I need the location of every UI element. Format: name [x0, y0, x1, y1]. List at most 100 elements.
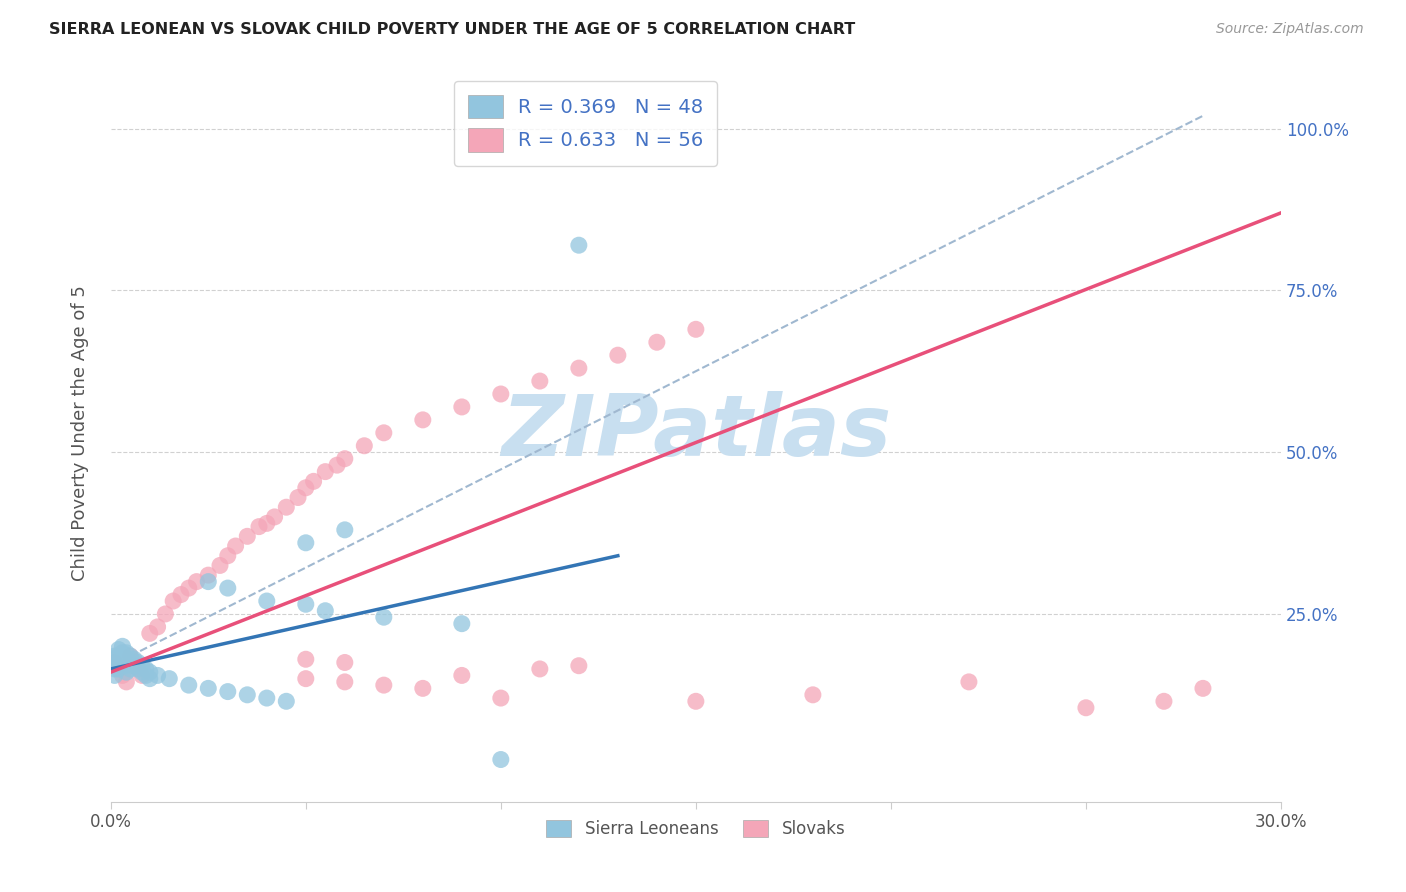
Point — [957, 674, 980, 689]
Point — [177, 678, 200, 692]
Point — [1192, 681, 1215, 696]
Point — [111, 668, 134, 682]
Point — [314, 465, 336, 479]
Point — [314, 604, 336, 618]
Text: SIERRA LEONEAN VS SLOVAK CHILD POVERTY UNDER THE AGE OF 5 CORRELATION CHART: SIERRA LEONEAN VS SLOVAK CHILD POVERTY U… — [49, 22, 855, 37]
Point — [450, 668, 472, 682]
Point — [302, 475, 325, 489]
Point — [1153, 694, 1175, 708]
Point — [489, 752, 512, 766]
Point — [353, 439, 375, 453]
Text: ZIPatlas: ZIPatlas — [501, 392, 891, 475]
Point — [217, 581, 239, 595]
Point — [256, 594, 278, 608]
Point — [333, 674, 356, 689]
Point — [412, 681, 434, 696]
Point — [104, 648, 127, 663]
Point — [111, 658, 134, 673]
Point — [276, 694, 298, 708]
Point — [294, 536, 316, 550]
Point — [236, 529, 259, 543]
Point — [489, 691, 512, 706]
Point — [107, 656, 129, 670]
Point — [294, 481, 316, 495]
Point — [256, 691, 278, 706]
Point — [294, 652, 316, 666]
Point — [529, 374, 551, 388]
Point — [122, 652, 145, 666]
Point — [157, 672, 180, 686]
Point — [146, 620, 169, 634]
Point — [139, 672, 162, 686]
Y-axis label: Child Poverty Under the Age of 5: Child Poverty Under the Age of 5 — [72, 285, 89, 581]
Point — [127, 656, 149, 670]
Point — [135, 662, 157, 676]
Point — [115, 652, 138, 666]
Point — [139, 665, 162, 680]
Point — [111, 646, 134, 660]
Point — [256, 516, 278, 531]
Point — [122, 656, 145, 670]
Point — [104, 668, 127, 682]
Point — [120, 656, 142, 670]
Point — [107, 662, 129, 676]
Point — [412, 413, 434, 427]
Point — [162, 594, 184, 608]
Point — [568, 658, 591, 673]
Point — [217, 684, 239, 698]
Point — [685, 322, 707, 336]
Point — [170, 588, 193, 602]
Point — [186, 574, 208, 589]
Point — [333, 656, 356, 670]
Point — [645, 335, 668, 350]
Point — [139, 626, 162, 640]
Point — [247, 519, 270, 533]
Point — [217, 549, 239, 563]
Point — [225, 539, 247, 553]
Point — [1074, 700, 1097, 714]
Point — [115, 646, 138, 660]
Point — [333, 451, 356, 466]
Point — [801, 688, 824, 702]
Point — [287, 491, 309, 505]
Point — [197, 574, 219, 589]
Point — [111, 640, 134, 654]
Point — [107, 662, 129, 676]
Point — [115, 674, 138, 689]
Point — [155, 607, 177, 621]
Point — [197, 568, 219, 582]
Point — [131, 668, 153, 682]
Point — [120, 648, 142, 663]
Point — [568, 238, 591, 252]
Point — [104, 656, 127, 670]
Point — [276, 500, 298, 515]
Point — [104, 656, 127, 670]
Point — [685, 694, 707, 708]
Text: Source: ZipAtlas.com: Source: ZipAtlas.com — [1216, 22, 1364, 37]
Point — [529, 662, 551, 676]
Point — [127, 662, 149, 676]
Point — [373, 610, 395, 624]
Point — [146, 668, 169, 682]
Point — [107, 648, 129, 663]
Point — [120, 648, 142, 663]
Point — [263, 510, 285, 524]
Point — [489, 387, 512, 401]
Point — [450, 400, 472, 414]
Point — [208, 558, 231, 573]
Point — [450, 616, 472, 631]
Point — [326, 458, 349, 472]
Point — [568, 361, 591, 376]
Point — [104, 662, 127, 676]
Point — [294, 597, 316, 611]
Point — [236, 688, 259, 702]
Point — [111, 652, 134, 666]
Point — [294, 672, 316, 686]
Point — [131, 665, 153, 680]
Point — [373, 678, 395, 692]
Legend: Sierra Leoneans, Slovaks: Sierra Leoneans, Slovaks — [540, 814, 852, 845]
Point — [115, 658, 138, 673]
Point — [122, 658, 145, 673]
Point — [115, 665, 138, 680]
Point — [177, 581, 200, 595]
